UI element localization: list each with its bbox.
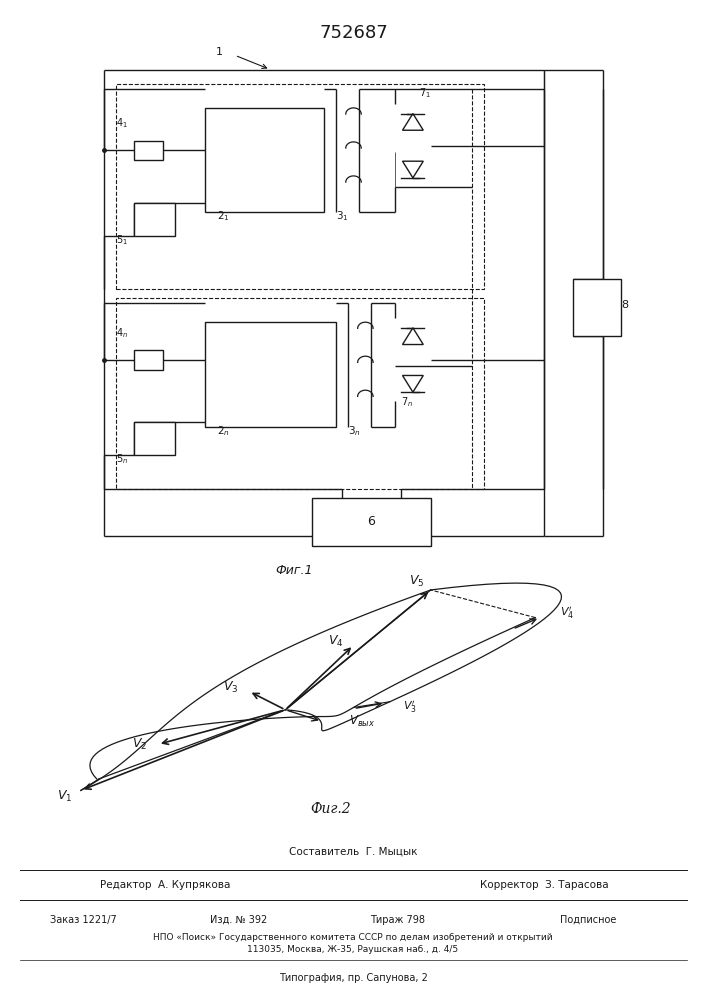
Text: Составитель  Г. Мыцык: Составитель Г. Мыцык [288, 847, 417, 857]
Text: $V_{вых}$: $V_{вых}$ [349, 714, 375, 729]
Text: $V_2$: $V_2$ [132, 737, 148, 752]
Text: $5_1$: $5_1$ [116, 233, 128, 247]
Text: $V_3'$: $V_3'$ [404, 699, 417, 715]
Polygon shape [402, 375, 423, 392]
Text: 113035, Москва, Ж-35, Раушская наб., д. 4/5: 113035, Москва, Ж-35, Раушская наб., д. … [247, 946, 459, 954]
Text: $3_n$: $3_n$ [348, 424, 361, 438]
Bar [134, 350, 163, 370]
Bar [134, 203, 175, 236]
Text: $4_1$: $4_1$ [116, 117, 128, 130]
Bar [312, 498, 431, 546]
Text: $3_1$: $3_1$ [336, 210, 349, 223]
Text: Типография, пр. Сапунова, 2: Типография, пр. Сапунова, 2 [279, 973, 428, 983]
Text: $V_3$: $V_3$ [223, 680, 238, 695]
Text: $2_1$: $2_1$ [217, 210, 230, 223]
Bar [573, 279, 621, 336]
Bar [116, 84, 484, 289]
Text: Редактор  А. Купрякова: Редактор А. Купрякова [100, 880, 230, 890]
Text: $8$: $8$ [621, 298, 629, 310]
Text: 752687: 752687 [319, 24, 388, 42]
Text: $5_n$: $5_n$ [116, 452, 128, 466]
Bar [205, 108, 324, 212]
Text: Фиг.1: Фиг.1 [275, 564, 313, 577]
Text: $7_1$: $7_1$ [419, 86, 431, 100]
Bar [134, 141, 163, 160]
Bar [205, 322, 336, 427]
Text: $V_5$: $V_5$ [409, 574, 425, 589]
Text: Изд. № 392: Изд. № 392 [210, 915, 267, 925]
Polygon shape [402, 328, 423, 345]
Text: $4_n$: $4_n$ [116, 326, 128, 340]
Bar [116, 298, 484, 489]
Text: Фиг.2: Фиг.2 [310, 802, 351, 816]
Text: $1$: $1$ [215, 45, 223, 57]
Text: Корректор  З. Тарасова: Корректор З. Тарасова [480, 880, 609, 890]
Polygon shape [402, 161, 423, 178]
Text: $6$: $6$ [367, 515, 376, 528]
Text: $2_n$: $2_n$ [217, 424, 230, 438]
Text: $V_4'$: $V_4'$ [560, 605, 574, 621]
Polygon shape [402, 114, 423, 130]
Text: Заказ 1221/7: Заказ 1221/7 [50, 915, 117, 925]
Text: $7_n$: $7_n$ [401, 395, 413, 409]
Text: Подписное: Подписное [560, 915, 617, 925]
Text: $V_1$: $V_1$ [57, 789, 73, 804]
Text: Тираж 798: Тираж 798 [370, 915, 425, 925]
Text: $V_4$: $V_4$ [327, 634, 343, 649]
Bar [134, 422, 175, 455]
Text: НПО «Поиск» Государственного комитета СССР по делам изобретений и открытий: НПО «Поиск» Государственного комитета СС… [153, 934, 553, 942]
